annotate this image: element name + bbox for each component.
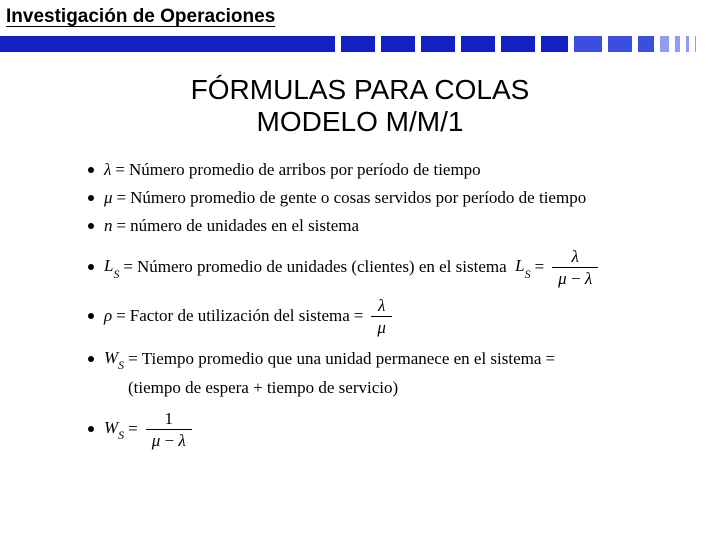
W-letter: W bbox=[104, 418, 118, 437]
def-Ws-row: WS = Tiempo promedio que una unidad perm… bbox=[88, 346, 720, 372]
def-mu-text: Número promedio de gente o cosas servido… bbox=[130, 186, 586, 210]
def-Ls-row: LS = Número promedio de unidades (client… bbox=[88, 248, 720, 287]
rho-fraction: λ μ bbox=[371, 297, 392, 336]
frac-den: μ − λ bbox=[552, 267, 598, 287]
def-n-text: número de unidades en el sistema bbox=[130, 214, 359, 238]
equals-sign: = bbox=[123, 255, 133, 279]
n-symbol: n bbox=[104, 214, 113, 238]
S-sub: S bbox=[113, 267, 119, 281]
def-Ws-row2: (tiempo de espera + tiempo de servicio) bbox=[128, 376, 720, 400]
bullet-icon bbox=[88, 264, 94, 270]
frac-num: 1 bbox=[158, 410, 179, 429]
Ws-symbol: WS bbox=[104, 346, 124, 372]
minus-sign: − bbox=[165, 431, 175, 450]
Ls-symbol: LS bbox=[104, 254, 119, 280]
title-line1: FÓRMULAS PARA COLAS bbox=[191, 74, 530, 105]
def-lambda-row: λ = Número promedio de arribos por perío… bbox=[88, 158, 720, 182]
bullet-icon bbox=[88, 223, 94, 229]
lambda-in-den: λ bbox=[585, 269, 592, 288]
W-letter: W bbox=[104, 348, 118, 367]
mu-symbol: μ bbox=[104, 186, 113, 210]
bullet-icon bbox=[88, 356, 94, 362]
Ls-fraction: λ μ − λ bbox=[552, 248, 598, 287]
mu-in-den: μ bbox=[558, 269, 567, 288]
S-sub: S bbox=[118, 428, 124, 442]
lambda-symbol: λ bbox=[104, 158, 111, 182]
def-rho-text: Factor de utilización del sistema bbox=[130, 304, 350, 328]
equals-sign: = bbox=[115, 158, 125, 182]
Ws-formula-row: WS = 1 μ − λ bbox=[88, 410, 720, 449]
equals-sign: = bbox=[545, 347, 555, 371]
equals-sign: = bbox=[116, 304, 126, 328]
bullet-icon bbox=[88, 167, 94, 173]
minus-sign: − bbox=[571, 269, 581, 288]
Ws-fraction: 1 μ − λ bbox=[146, 410, 192, 449]
def-Ws-text2: (tiempo de espera + tiempo de servicio) bbox=[128, 376, 398, 400]
lambda-in-den: λ bbox=[178, 431, 185, 450]
equals-sign: = bbox=[117, 214, 127, 238]
frac-den: μ bbox=[371, 316, 392, 336]
S-sub: S bbox=[118, 358, 124, 372]
equals-sign: = bbox=[535, 255, 545, 279]
def-Ls-text: Número promedio de unidades (clientes) e… bbox=[137, 255, 507, 279]
equals-sign: = bbox=[354, 304, 364, 328]
bullet-icon bbox=[88, 426, 94, 432]
def-mu-row: μ = Número promedio de gente o cosas ser… bbox=[88, 186, 720, 210]
title-line2: MODELO M/M/1 bbox=[257, 106, 464, 137]
Ws-symbol-2: WS bbox=[104, 416, 124, 442]
equals-sign: = bbox=[128, 417, 138, 441]
def-rho-row: ρ = Factor de utilización del sistema = … bbox=[88, 297, 720, 336]
header-title: Investigación de Operaciones bbox=[6, 6, 275, 28]
mu-in-den: μ bbox=[152, 431, 161, 450]
slide-header: Investigación de Operaciones bbox=[0, 0, 720, 56]
equals-sign: = bbox=[117, 186, 127, 210]
rho-symbol: ρ bbox=[104, 304, 112, 328]
frac-den: μ − λ bbox=[146, 429, 192, 449]
content-area: λ = Número promedio de arribos por perío… bbox=[88, 158, 720, 448]
frac-num: λ bbox=[372, 297, 391, 316]
equals-sign: = bbox=[128, 347, 138, 371]
bullet-icon bbox=[88, 195, 94, 201]
def-lambda-text: Número promedio de arribos por período d… bbox=[129, 158, 481, 182]
L-letter: L bbox=[515, 256, 524, 275]
bullet-icon bbox=[88, 313, 94, 319]
header-decor-bar bbox=[0, 34, 720, 54]
frac-num: λ bbox=[565, 248, 584, 267]
def-n-row: n = número de unidades en el sistema bbox=[88, 214, 720, 238]
main-title: FÓRMULAS PARA COLAS MODELO M/M/1 bbox=[0, 74, 720, 138]
S-sub: S bbox=[525, 267, 531, 281]
Ls-symbol-2: LS bbox=[515, 254, 530, 280]
def-Ws-text: Tiempo promedio que una unidad permanece… bbox=[142, 347, 542, 371]
